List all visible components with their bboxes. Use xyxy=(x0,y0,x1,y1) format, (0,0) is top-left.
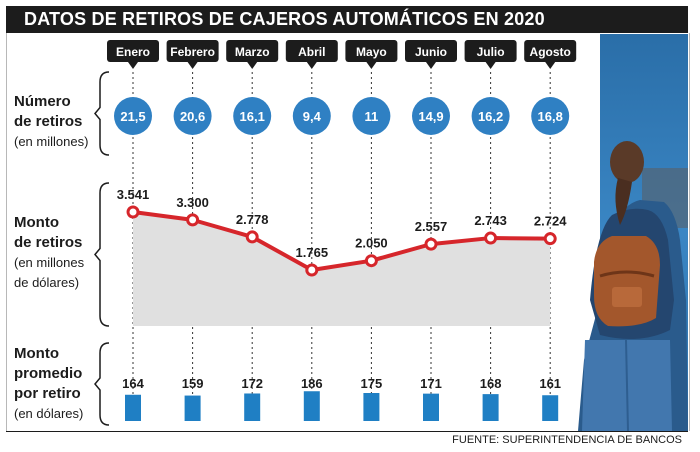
section-unit: de dólares) xyxy=(14,275,80,290)
section-title-line: de retiros xyxy=(14,113,83,130)
bubble-point xyxy=(471,97,510,135)
section-label-count: Número de retiros (en millones) xyxy=(14,92,88,152)
line-point xyxy=(305,263,319,277)
bar-label: 171 xyxy=(420,376,442,391)
bar xyxy=(363,393,380,421)
bubble-label: 20,6 xyxy=(180,109,205,124)
month-tab-pointer xyxy=(426,62,436,69)
section-bracket xyxy=(94,342,110,426)
section-title-line: Monto xyxy=(14,345,59,362)
title-bar: DATOS DE RETIROS DE CAJEROS AUTOMÁTICOS … xyxy=(6,6,688,33)
month-tab-pointer xyxy=(187,62,198,69)
month-label: Abril xyxy=(298,45,325,59)
data-label: 3.541 xyxy=(117,187,150,202)
month-label: Marzo xyxy=(235,45,270,59)
bar xyxy=(244,393,261,421)
section-bracket xyxy=(94,182,110,327)
bubble-label: 14,9 xyxy=(418,109,443,124)
bar-label: 186 xyxy=(301,376,323,391)
month-tab-pointer xyxy=(366,62,377,69)
data-label: 3.300 xyxy=(176,195,209,210)
section-label-average: Monto promedio por retiro (en dólares) xyxy=(14,344,83,424)
month-tab xyxy=(345,40,398,62)
section-unit: (en millones xyxy=(14,255,85,270)
line-point xyxy=(484,231,498,245)
line-point xyxy=(364,254,378,268)
section-unit: (en dólares) xyxy=(14,406,84,421)
month-tab xyxy=(285,40,338,62)
bubble-label: 16,2 xyxy=(478,109,503,124)
bubble-label: 16,1 xyxy=(240,109,265,124)
data-label: 2.724 xyxy=(534,214,567,229)
bar-label: 175 xyxy=(361,376,383,391)
month-tab xyxy=(226,40,279,62)
bubble-point xyxy=(531,97,570,135)
month-label: Mayo xyxy=(356,45,387,59)
month-tab-pointer xyxy=(485,62,496,69)
person-illustration xyxy=(578,141,688,432)
month-label: Febrero xyxy=(170,45,215,59)
month-label: Junio xyxy=(415,45,447,59)
bubble-point xyxy=(114,97,152,135)
section-title-line: promedio xyxy=(14,365,83,382)
month-tab xyxy=(405,40,457,62)
line-point xyxy=(126,205,140,219)
section-bracket xyxy=(94,71,110,156)
bar-label: 168 xyxy=(480,376,502,391)
month-tab-pointer xyxy=(306,62,317,69)
chart-panel xyxy=(6,33,690,431)
data-label: 2.050 xyxy=(355,236,388,251)
bubble-point xyxy=(412,97,450,135)
data-label: 2.778 xyxy=(236,212,269,227)
section-title-line: por retiro xyxy=(14,385,81,402)
data-label: 1.765 xyxy=(296,245,329,260)
month-tab-pointer xyxy=(545,62,556,69)
bar xyxy=(125,394,141,421)
bar-label: 159 xyxy=(182,376,204,391)
line-point xyxy=(424,237,438,251)
bubble-label: 11 xyxy=(365,109,379,124)
bar xyxy=(303,391,320,421)
line-point xyxy=(186,213,200,227)
month-label: Julio xyxy=(477,45,505,59)
data-label: 2.743 xyxy=(474,213,507,228)
bubble-point xyxy=(233,97,272,135)
month-tab xyxy=(524,40,577,62)
month-tab-pointer xyxy=(128,62,138,69)
bubble-label: 16,8 xyxy=(538,109,563,124)
section-label-amount: Monto de retiros (en millones de dólares… xyxy=(14,213,84,293)
section-unit: (en millones) xyxy=(14,134,89,149)
line-point xyxy=(543,232,557,246)
source-note: FUENTE: SUPERINTENDENCIA DE BANCOS xyxy=(452,434,682,446)
bubble-point xyxy=(292,97,331,135)
line-point xyxy=(245,230,259,244)
data-label: 2.557 xyxy=(415,219,448,234)
series-line xyxy=(132,210,551,272)
bubble-point xyxy=(173,97,212,135)
page-title: DATOS DE RETIROS DE CAJEROS AUTOMÁTICOS … xyxy=(24,9,545,29)
bubble-label: 21,5 xyxy=(120,109,145,124)
month-tab xyxy=(166,40,219,62)
bar xyxy=(423,393,439,421)
bubble-point xyxy=(352,97,391,135)
bar xyxy=(184,395,201,421)
bar xyxy=(542,395,559,421)
month-label: Enero xyxy=(116,45,150,59)
month-tab-pointer xyxy=(247,62,258,69)
bar-label: 161 xyxy=(539,376,561,391)
section-title-line: Monto xyxy=(14,214,59,231)
month-tab xyxy=(464,40,517,62)
section-title-line: Número xyxy=(14,93,71,110)
bar xyxy=(482,394,499,421)
section-title-line: de retiros xyxy=(14,234,83,251)
month-tab xyxy=(107,40,159,62)
bar-label: 164 xyxy=(122,376,144,391)
bar-label: 172 xyxy=(241,376,263,391)
footer: FUENTE: SUPERINTENDENCIA DE BANCOS xyxy=(6,431,688,449)
area-fill xyxy=(133,212,551,326)
bubble-label: 9,4 xyxy=(303,109,322,124)
month-label: Agosto xyxy=(530,45,571,59)
